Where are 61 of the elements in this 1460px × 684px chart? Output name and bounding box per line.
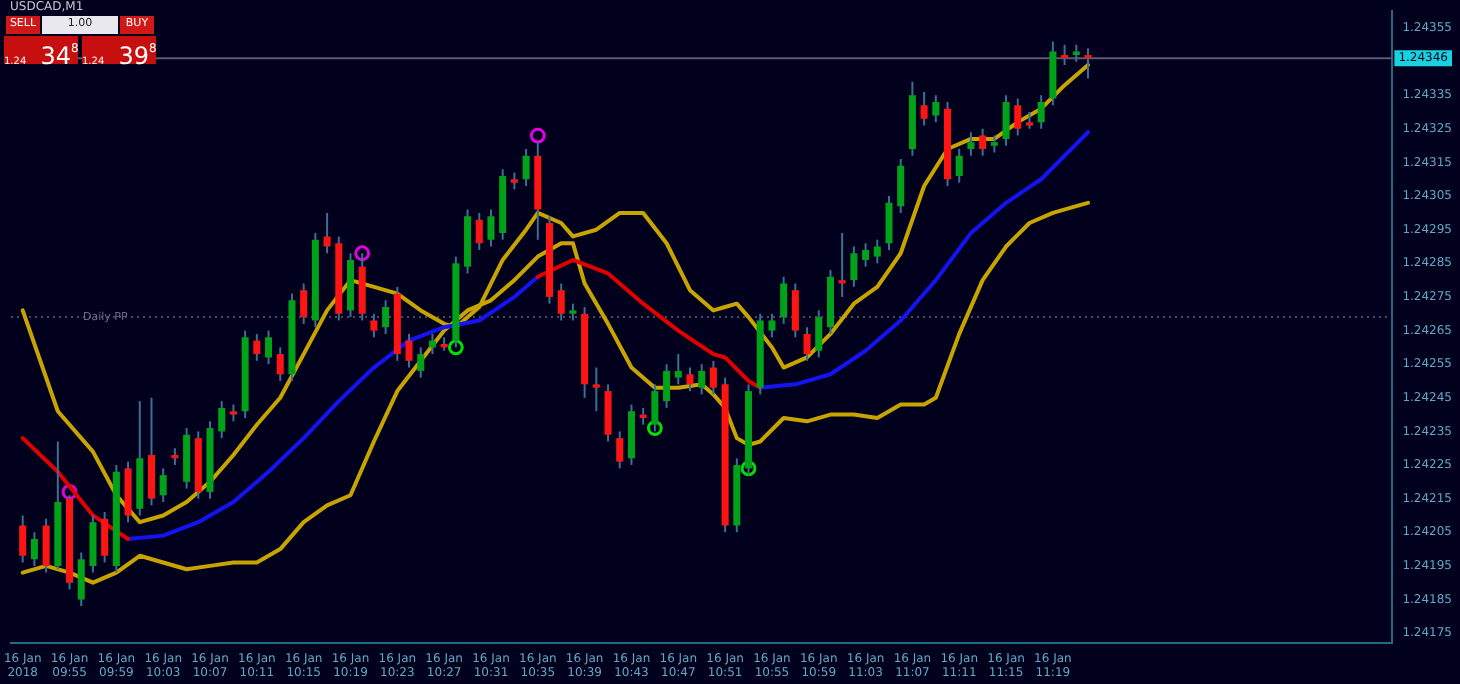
candlestick [276,346,284,382]
candlestick [323,211,331,255]
point [354,245,371,262]
candlestick [897,158,905,214]
candlestick [405,332,413,369]
candlestick [218,400,226,440]
candlestick [265,329,273,366]
candlestick [159,467,167,504]
candlestick [487,208,495,248]
candlestick [89,514,97,574]
candlestick [522,148,530,188]
candlestick [300,282,308,325]
candlestick [920,90,928,127]
candlestick [850,245,858,288]
candlestick [592,366,600,413]
candlestick [30,531,38,567]
candlestick [124,460,132,524]
point [61,484,78,500]
point [646,420,663,436]
candlestick [651,383,659,433]
candlestick [1014,97,1022,137]
candlestick [382,299,390,335]
candlestick [674,353,682,386]
candlestick [616,430,624,470]
candlestick [1049,40,1057,107]
candlestick [417,346,425,379]
candlestick [873,238,881,265]
candlestick [1002,94,1010,147]
candlestick [147,396,155,507]
candlestick [815,309,823,359]
point [740,460,757,477]
point [447,339,464,356]
candlestick [627,403,635,467]
candlestick [101,511,109,564]
candlestick [1084,47,1092,80]
candlestick [42,517,50,574]
candlestick [663,363,671,409]
candlestick [955,148,963,184]
candlestick [885,195,893,251]
candlestick [183,427,191,490]
candlestick [686,366,694,393]
candlestick [780,275,788,325]
point [529,127,546,144]
candlestick [19,514,27,564]
candlestick [77,551,85,608]
candlestick [791,282,799,339]
candlestick [698,363,706,396]
candlestick [979,127,987,157]
candlestick [1037,94,1045,130]
candlestick [358,252,366,322]
candlestick [967,131,975,157]
candlestick [475,211,483,251]
candlestick [768,312,776,339]
candlestick [932,94,940,124]
candlestick [604,383,612,443]
candlestick [253,332,261,362]
candlestick [862,242,870,268]
candlestick [370,312,378,339]
candlestick [557,282,565,322]
candlestick [709,359,717,396]
candlestick [803,326,811,362]
